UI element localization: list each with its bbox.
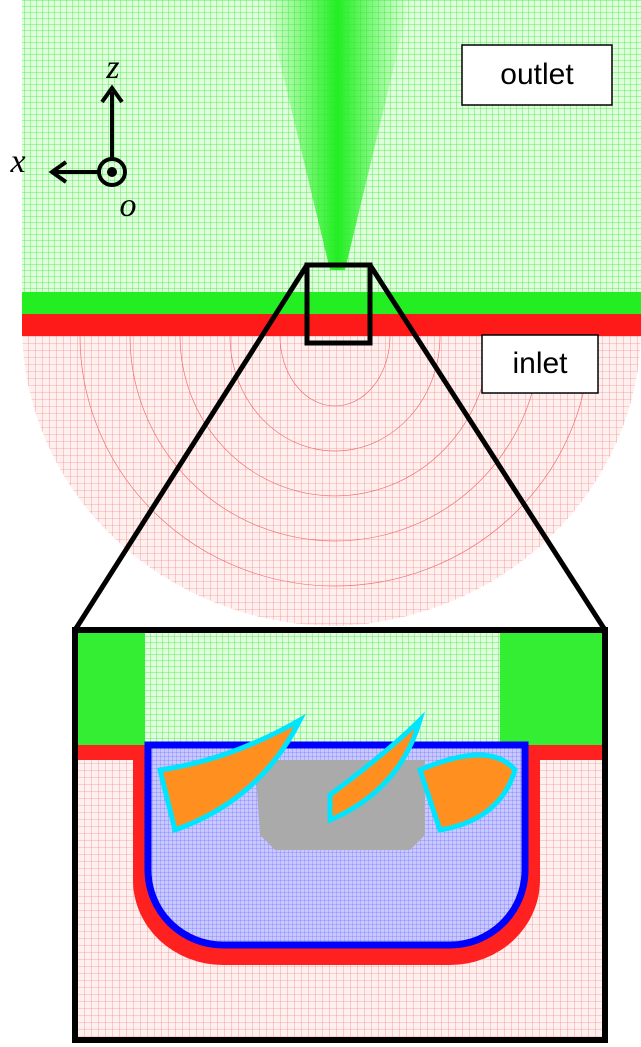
origin-label: o xyxy=(120,187,137,224)
mesh-band xyxy=(22,314,641,336)
mesh-band xyxy=(22,292,641,314)
figure: outlet inlet z x o xyxy=(0,0,641,1047)
x-label: x xyxy=(9,143,25,180)
z-label: z xyxy=(105,49,119,86)
axis-dot xyxy=(107,167,117,177)
inlet-label: inlet xyxy=(512,347,568,380)
inset xyxy=(75,630,605,1040)
outlet-label: outlet xyxy=(500,58,574,91)
